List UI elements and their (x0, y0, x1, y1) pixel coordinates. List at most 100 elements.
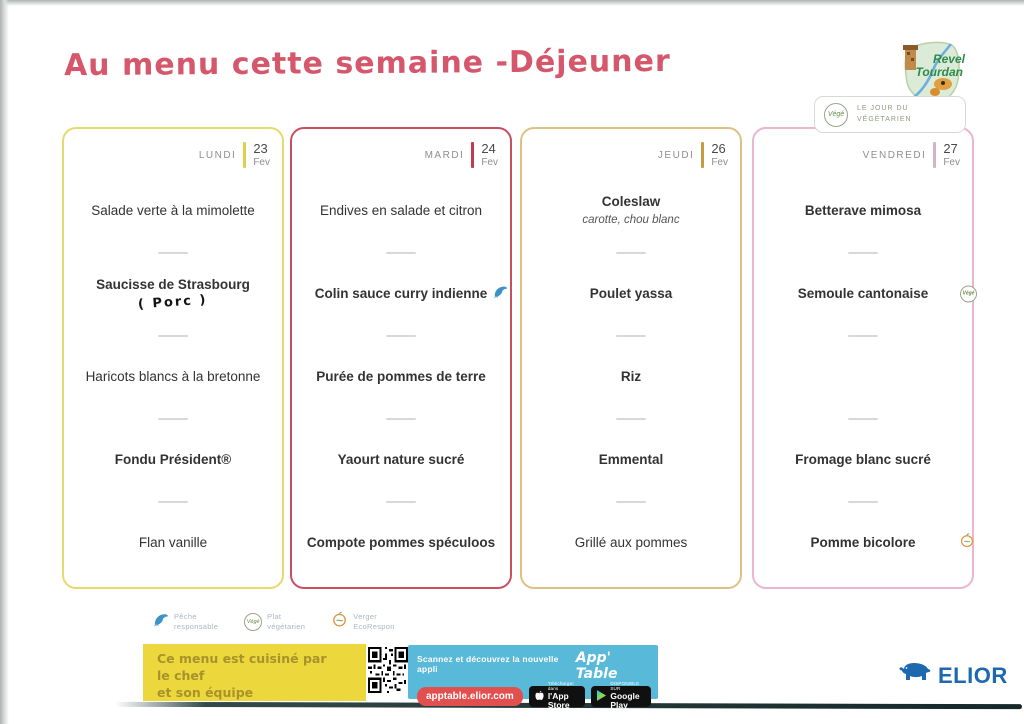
vegetarian-day-label: LE JOUR DU VÉGÉTARIEN (857, 104, 912, 125)
scan-edge-top (0, 0, 1024, 6)
menu-item: Betterave mimosa (754, 173, 972, 249)
item-separator (292, 332, 510, 339)
item-separator (292, 415, 510, 422)
legend-vege-line1: Plat (267, 612, 282, 622)
item-separator (292, 498, 510, 505)
item-separator (64, 332, 282, 339)
menu-item: Coleslaw carotte, chou blanc (522, 173, 740, 249)
item-separator (522, 498, 740, 505)
menu-item-label: Flan vanille (138, 534, 208, 550)
menu-item: Colin sauce curry indienne (292, 256, 510, 332)
menu-item-label: Purée de pommes de terre (316, 368, 486, 384)
item-separator (754, 332, 972, 339)
day-name: LUNDI (198, 149, 237, 161)
qr-code (368, 647, 408, 698)
banner-headline: Scannez et découvrez la nouvelle appli (417, 654, 559, 674)
menu-item-label: Emmental (598, 451, 664, 467)
chef-note-line2: le chef (157, 667, 205, 683)
elior-logo: ELIOR (898, 661, 1008, 690)
menu-card-mardi: MARDI 24 Fev Endives en salade et citron… (290, 127, 512, 589)
card-header: VENDREDI 27 Fev (754, 129, 972, 173)
chef-note-line1: Ce menu est cuisiné par (157, 651, 327, 666)
menu-item-empty (754, 339, 972, 415)
responsible-fishing-icon (492, 285, 508, 304)
menu-item-label: Semoule cantonaise (797, 285, 929, 301)
legend-fish-line1: Pêche (174, 612, 197, 622)
item-separator (64, 415, 282, 422)
day-name: MARDI (424, 149, 465, 161)
menu-item: Fromage blanc sucré (754, 422, 972, 498)
chef-note-line3: et son équipe (157, 684, 254, 700)
commune-name-line1: Revel (932, 52, 965, 66)
menu-item-label: Compote pommes spéculoos (306, 534, 496, 550)
menu-item: Emmental (522, 422, 740, 498)
day-name: VENDREDI (862, 149, 927, 161)
handwritten-porc-note: ( Porc ) (137, 292, 209, 313)
eco-orchard-apple-icon (331, 611, 348, 633)
page-title: Au menu cette semaine -Déjeuner (63, 43, 671, 84)
scan-edge-left (0, 0, 9, 724)
item-separator (754, 498, 972, 505)
menu-item-label: Grillé aux pommes (574, 534, 688, 550)
menu-item: Compote pommes spéculoos (292, 505, 510, 581)
legend-fish-entry: Pêche responsable (152, 611, 218, 633)
day-name: JEUDI (657, 149, 695, 161)
menu-item-label: Salade verte à la mimolette (91, 202, 255, 218)
appstore-small-text: Télécharger dans (547, 681, 575, 692)
elior-wordmark: ELIOR (938, 662, 1008, 688)
item-separator (64, 498, 282, 505)
vege-icon: Végé (244, 613, 263, 631)
date-bar (701, 142, 705, 168)
card-header: JEUDI 26 Fev (522, 129, 740, 173)
item-separator (522, 249, 740, 256)
vege-icon: Végé (824, 102, 848, 127)
date-month: Fev (943, 156, 960, 168)
legend-vege-line2: végétarien (267, 622, 306, 631)
menu-item-subtitle: carotte, chou blanc (582, 214, 680, 227)
legend-orchard-entry: Verger EcoRespon (331, 611, 394, 633)
menu-item-label: Betterave mimosa (804, 202, 922, 218)
date-month: Fev (711, 156, 728, 168)
responsible-fishing-icon (152, 612, 169, 632)
app-banner: Scannez et découvrez la nouvelle appli A… (408, 645, 658, 710)
menu-item-label: Colin sauce curry indienne (314, 285, 488, 301)
legend-fish-line2: responsable (174, 622, 219, 631)
vege-icon: Végé (960, 285, 977, 303)
menu-item: Fondu Président® (64, 422, 282, 498)
item-separator (754, 415, 972, 422)
apple-icon (535, 688, 544, 706)
menu-item-label: Saucisse de Strasbourg (96, 276, 250, 292)
date-month: Fev (253, 156, 270, 168)
vegetarian-day-line1: LE JOUR DU (857, 105, 909, 112)
bison-icon (898, 661, 932, 690)
menu-item: Haricots blancs à la bretonne (64, 339, 282, 415)
vegetarian-day-badge: Végé LE JOUR DU VÉGÉTARIEN (814, 96, 966, 133)
menu-item-label: Riz (620, 368, 642, 384)
menu-item-label: Coleslaw (601, 194, 661, 210)
app-name: App' Table (575, 650, 618, 682)
googleplay-big-text: Google Play (610, 691, 640, 711)
eco-orchard-apple-icon (959, 533, 975, 554)
card-header: LUNDI 23 Fev (64, 129, 282, 173)
google-play-icon (597, 688, 607, 706)
menu-item-label: Poulet yassa (589, 285, 673, 301)
apptable-url-button: apptable.elior.com (417, 687, 523, 706)
item-separator (64, 249, 282, 256)
date-number: 23 (253, 140, 268, 156)
appstore-badge: Télécharger dans l'App Store (528, 681, 586, 710)
menu-card-jeudi: JEUDI 26 Fev Coleslaw carotte, chou blan… (520, 127, 742, 589)
date-number: 26 (711, 140, 726, 156)
menu-item: Salade verte à la mimolette (64, 173, 282, 249)
menu-card-vendredi: VENDREDI 27 Fev Betterave mimosa Semoule… (752, 127, 977, 589)
menu-item: Riz (522, 339, 740, 415)
menu-item: Saucisse de Strasbourg ( Porc ) (64, 256, 282, 332)
menu-item-label: Haricots blancs à la bretonne (85, 368, 261, 384)
menu-item: Poulet yassa (522, 256, 740, 332)
menu-item: Grillé aux pommes (522, 505, 740, 581)
date-bar (243, 142, 247, 168)
menu-item: Flan vanille (64, 505, 282, 581)
menu-item-label: Pomme bicolore (810, 534, 916, 550)
date-bar (933, 142, 937, 168)
card-header: MARDI 24 Fev (292, 129, 510, 173)
menu-item-label: Fromage blanc sucré (795, 451, 931, 467)
